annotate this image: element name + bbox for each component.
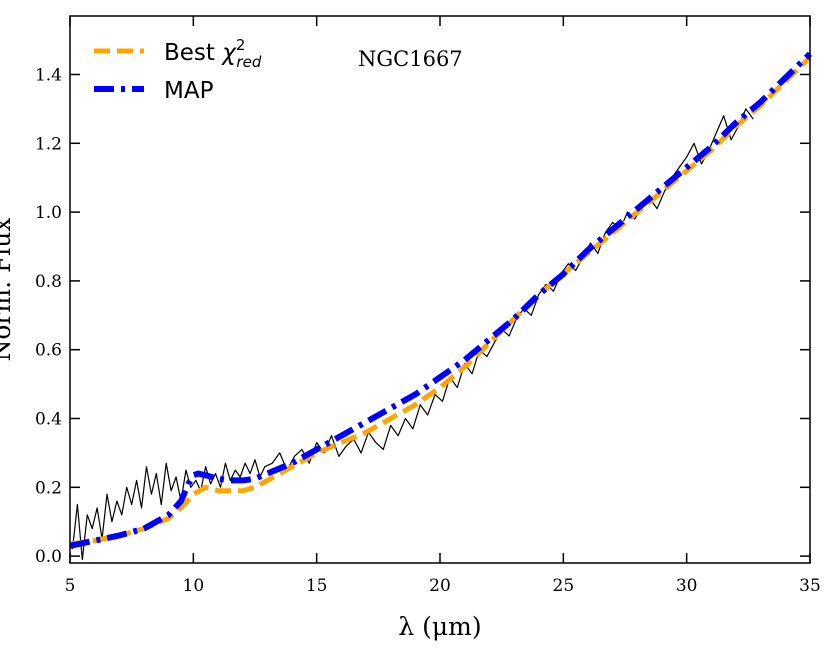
legend-label-best-sub: red bbox=[236, 53, 261, 71]
series-observed bbox=[71, 108, 754, 561]
y-tick-label: 1.2 bbox=[35, 134, 62, 154]
plot-frame bbox=[69, 15, 811, 564]
legend-label-best-sup: 2 bbox=[236, 36, 246, 54]
legend-label-map: MAP bbox=[164, 78, 214, 104]
y-tick-label: 0.2 bbox=[35, 478, 62, 498]
series-map bbox=[69, 51, 813, 549]
x-tick-label: 10 bbox=[183, 576, 205, 596]
legend-label-best: Best χ2 red bbox=[164, 36, 262, 71]
y-tick-label: 0.6 bbox=[35, 341, 62, 361]
legend: Best χ2 red MAP bbox=[94, 36, 262, 104]
x-axis-label: λ (μm) bbox=[398, 612, 481, 641]
x-tick-label: 35 bbox=[799, 576, 821, 596]
y-tick-label: 1.0 bbox=[35, 203, 62, 223]
series-layer bbox=[69, 51, 813, 561]
ticks-layer: 5 10 15 20 25 30 35 0.0 0.2 0.4 0.6 0.8 1.0 1.2 1.4 bbox=[35, 16, 821, 596]
y-tick-label: 1.4 bbox=[35, 65, 62, 85]
y-tick-label: 0.8 bbox=[35, 272, 62, 292]
y-axis-label: Norm. Flux bbox=[0, 217, 16, 361]
x-tick-label: 5 bbox=[65, 576, 76, 596]
galaxy-name-annotation: NGC1667 bbox=[358, 47, 463, 71]
x-tick-label: 25 bbox=[553, 576, 575, 596]
x-tick-label: 15 bbox=[306, 576, 328, 596]
legend-label-best-chi: χ bbox=[220, 40, 237, 66]
y-tick-label: 0.0 bbox=[35, 547, 62, 567]
legend-label-best-text: Best bbox=[164, 40, 222, 66]
x-tick-label: 20 bbox=[429, 576, 451, 596]
x-tick-label: 30 bbox=[676, 576, 698, 596]
series-best bbox=[69, 55, 812, 547]
y-tick-label: 0.4 bbox=[35, 410, 62, 430]
